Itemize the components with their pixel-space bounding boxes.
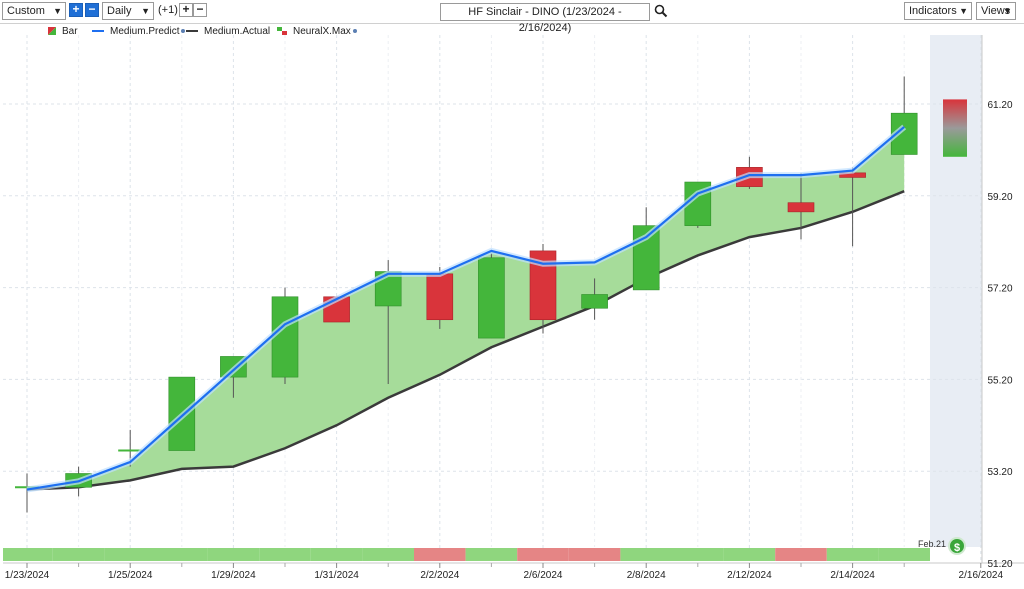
zoom-in-button[interactable]: + — [69, 3, 83, 17]
predict-line-swatch — [92, 30, 104, 33]
candle-body — [839, 172, 866, 178]
x-tick-label: 2/14/2024 — [830, 570, 875, 581]
medium-predict-glow — [26, 124, 907, 493]
signal-strip-cell — [878, 548, 930, 561]
search-icon[interactable] — [654, 4, 668, 18]
interval-select-label: Daily — [107, 5, 132, 17]
x-tick-label: 2/8/2024 — [627, 570, 666, 581]
x-tick-label: 1/29/2024 — [211, 570, 256, 581]
x-tick-label: 1/25/2024 — [108, 570, 153, 581]
actual-line-swatch — [186, 30, 198, 33]
signal-strip-cell — [52, 548, 105, 561]
candle-body — [271, 296, 299, 378]
signal-strip-cell — [568, 548, 621, 561]
legend-bar: Bar — [48, 26, 78, 38]
x-tick-label: 1/31/2024 — [314, 570, 359, 581]
signal-strip-cell — [156, 548, 208, 561]
period-select[interactable]: Custom ▼ — [2, 2, 66, 20]
y-tick-label: 51.20 — [987, 559, 1012, 570]
indicators-menu[interactable]: Indicators ▼ — [904, 2, 972, 20]
candle-body — [426, 273, 454, 321]
interval-select[interactable]: Daily ▼ — [102, 2, 154, 20]
bar-legend-icon — [48, 27, 56, 36]
zoom-out-button[interactable]: − — [85, 3, 99, 17]
info-dot-icon[interactable] — [352, 29, 357, 34]
legend-actual-label: Medium.Actual — [204, 26, 271, 37]
signal-strip-cell — [723, 548, 776, 561]
signal-strip-cell — [620, 548, 672, 561]
candle-body — [220, 356, 247, 378]
candle-body — [787, 202, 815, 213]
candle-body — [736, 167, 763, 187]
medium-predict-line — [26, 126, 905, 491]
medium-actual-line — [26, 190, 905, 491]
offset-label: (+1) — [158, 4, 178, 16]
chevron-down-icon: ▼ — [141, 6, 150, 16]
legend-predict-label: Medium.Predict — [110, 26, 180, 37]
signal-strip-cell — [362, 548, 414, 561]
signal-strip-cell — [3, 548, 53, 561]
info-dot-icon[interactable] — [181, 29, 186, 34]
legend-bar-label: Bar — [62, 26, 78, 37]
signal-strip-cell — [465, 548, 518, 561]
x-tick-label: 2/16/2024 — [959, 570, 1004, 581]
candle-body — [374, 271, 402, 307]
symbol-title-field[interactable]: HF Sinclair - DINO (1/23/2024 - 2/16/202… — [440, 3, 650, 34]
indicators-label: Indicators — [909, 5, 957, 17]
views-label: Views — [981, 5, 1011, 17]
signal-strip-cell — [517, 548, 569, 561]
predict-actual-fill — [27, 126, 905, 490]
chart-title: HF Sinclair - DINO (1/23/2024 - 2/16/202… — [468, 6, 622, 34]
candle-body — [529, 250, 557, 321]
signal-strip-cell — [414, 548, 466, 561]
forecast-zone — [930, 35, 982, 547]
signal-strip-cell — [826, 548, 879, 561]
x-tick-label: 2/2/2024 — [420, 570, 459, 581]
signal-strip-cell — [207, 548, 260, 561]
offset-increase-button[interactable]: + — [179, 3, 193, 17]
legend-medium-actual: Medium.Actual — [186, 26, 270, 38]
x-tick-label: 2/12/2024 — [727, 570, 772, 581]
dollar-badge-icon[interactable]: $ — [948, 537, 966, 555]
y-tick-label: 53.20 — [987, 467, 1012, 478]
x-tick-label: 2/6/2024 — [524, 570, 563, 581]
dollar-symbol: $ — [953, 542, 961, 554]
y-tick-label: 61.20 — [987, 100, 1012, 111]
candle-body — [890, 112, 918, 155]
signal-strip-cell — [672, 548, 724, 561]
neuralx-legend-icon — [277, 27, 287, 36]
chevron-down-icon: ▼ — [53, 6, 62, 16]
legend-neuralx-label: NeuralX.Max — [293, 26, 351, 37]
candle-body — [168, 376, 196, 451]
toolbar: Custom ▼ + − Daily ▼ (+1) + − HF Sinclai… — [0, 0, 1024, 34]
candle-body — [65, 473, 92, 488]
candle-body — [581, 294, 608, 309]
signal-strip-cell — [310, 548, 363, 561]
badge-date: Feb.21 — [918, 539, 947, 549]
chevron-down-icon: ▼ — [959, 6, 968, 16]
legend-neuralx-max: NeuralX.Max — [277, 26, 357, 38]
signal-strip-cell — [259, 548, 311, 561]
y-tick-label: 55.20 — [987, 375, 1012, 386]
chevron-down-icon: ▼ — [1003, 6, 1012, 16]
candle-body — [684, 181, 712, 226]
legend-medium-predict: Medium.Predict — [92, 26, 186, 38]
views-menu[interactable]: Views ▼ — [976, 2, 1016, 20]
candle-body — [323, 296, 350, 323]
x-tick-label: 1/23/2024 — [5, 570, 50, 581]
neuralx-forecast-bar — [943, 99, 967, 157]
signal-strip-cell — [104, 548, 156, 561]
candle-body — [478, 257, 505, 339]
y-tick-label: 59.20 — [987, 192, 1012, 203]
period-select-label: Custom — [7, 5, 45, 17]
candle-body — [632, 225, 660, 291]
y-tick-label: 57.20 — [987, 284, 1012, 295]
signal-strip-cell — [775, 548, 827, 561]
offset-decrease-button[interactable]: − — [193, 3, 207, 17]
